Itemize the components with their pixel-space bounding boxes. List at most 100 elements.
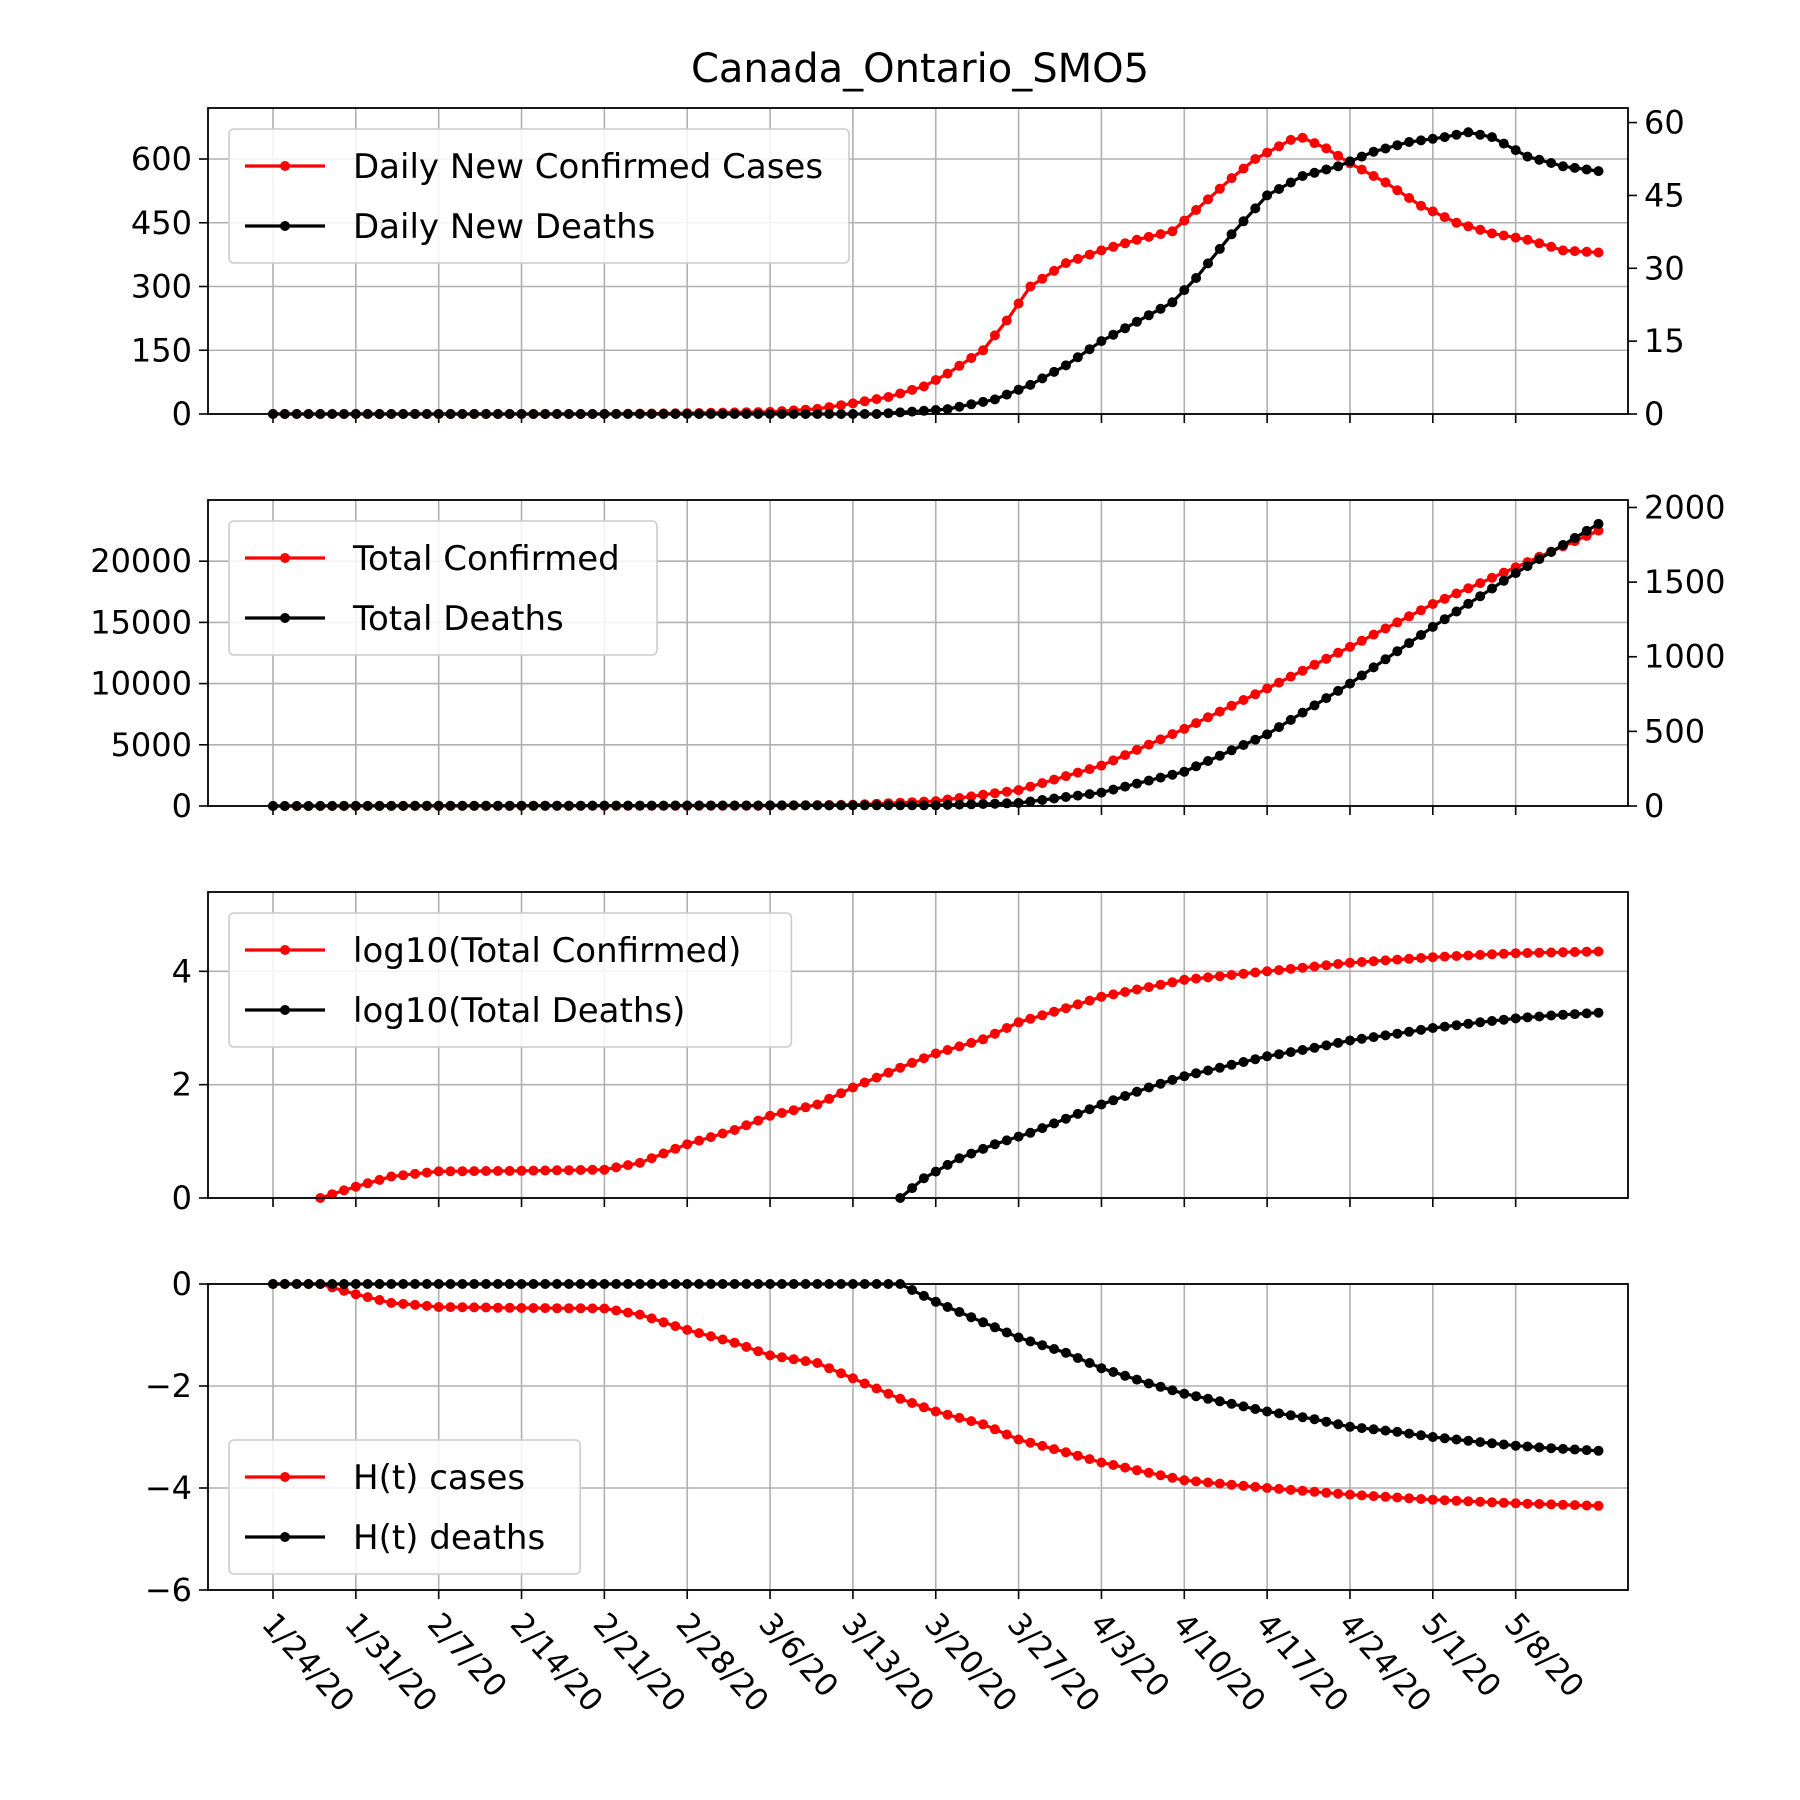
data-point — [1226, 1479, 1237, 1490]
data-point — [907, 1057, 918, 1068]
data-point — [954, 1153, 965, 1164]
data-point — [1546, 241, 1557, 252]
data-point — [1380, 177, 1391, 188]
data-point — [1463, 127, 1474, 138]
data-point — [1416, 200, 1426, 211]
axes-frame — [207, 107, 1629, 415]
data-point — [1498, 948, 1509, 959]
data-point — [339, 1185, 349, 1196]
data-point — [966, 791, 977, 802]
legend-swatch-marker — [280, 945, 290, 955]
data-point — [1179, 766, 1190, 777]
data-point — [1439, 212, 1450, 223]
data-point — [1510, 145, 1521, 156]
data-point — [989, 788, 1000, 799]
data-point — [469, 1166, 480, 1177]
data-point — [954, 360, 965, 371]
data-point — [871, 1072, 882, 1083]
data-point — [966, 1148, 977, 1159]
data-point — [1013, 298, 1024, 309]
data-point — [1131, 1465, 1142, 1476]
data-point — [1001, 389, 1012, 400]
data-point — [410, 1168, 420, 1179]
data-point — [966, 1037, 977, 1048]
data-point — [836, 1088, 847, 1099]
legend-swatch-marker — [280, 1005, 290, 1015]
data-point — [1333, 685, 1344, 696]
data-point — [1309, 961, 1320, 972]
data-point — [587, 1303, 598, 1314]
data-point — [753, 1346, 764, 1357]
data-point — [1522, 234, 1533, 245]
data-point — [492, 1302, 503, 1313]
data-point — [1463, 950, 1474, 961]
data-point — [1226, 229, 1237, 240]
data-point — [1203, 712, 1213, 723]
data-point — [1380, 955, 1391, 966]
data-point — [1475, 1437, 1486, 1448]
data-point — [1179, 1071, 1190, 1082]
data-point — [611, 1305, 622, 1316]
data-point — [1404, 137, 1415, 147]
data-point — [895, 1062, 906, 1073]
data-point — [1072, 999, 1083, 1010]
legend-box — [228, 1439, 582, 1575]
data-point — [421, 1167, 432, 1178]
data-point — [1546, 158, 1557, 168]
data-point — [1001, 1327, 1012, 1338]
data-point — [1096, 991, 1107, 1002]
data-point — [1487, 228, 1497, 239]
data-point — [907, 406, 918, 417]
data-point — [634, 1309, 645, 1320]
data-point — [1487, 1438, 1497, 1449]
data-point — [1522, 151, 1533, 162]
data-point — [1179, 215, 1190, 226]
y2-tick-label: 2000 — [1644, 488, 1725, 526]
data-point — [1581, 164, 1592, 175]
data-point — [1581, 525, 1592, 536]
data-point — [563, 1303, 574, 1314]
data-point — [1143, 739, 1154, 750]
data-point — [907, 1285, 918, 1295]
data-point — [1262, 1051, 1273, 1062]
data-point — [1498, 1014, 1509, 1025]
data-point — [989, 394, 1000, 405]
data-point — [1569, 1444, 1580, 1455]
y2-tick-label: 30 — [1644, 249, 1685, 287]
data-point — [836, 400, 847, 411]
data-point — [1037, 1123, 1048, 1134]
data-point — [1558, 161, 1568, 172]
data-point — [1167, 297, 1178, 308]
data-point — [1037, 1440, 1048, 1451]
data-point — [1463, 583, 1474, 594]
data-point — [1191, 1391, 1202, 1402]
data-point — [942, 1409, 953, 1420]
data-point — [883, 1067, 894, 1078]
data-point — [1345, 1421, 1355, 1432]
data-point — [942, 1045, 953, 1055]
data-point — [350, 1289, 361, 1300]
data-point — [1392, 140, 1403, 151]
data-point — [481, 1302, 491, 1313]
data-point — [1226, 1398, 1237, 1409]
data-point — [552, 1165, 562, 1176]
data-point — [575, 1303, 586, 1314]
data-point — [1558, 540, 1568, 550]
data-point — [1510, 948, 1521, 959]
data-point — [1049, 774, 1060, 785]
data-point — [1131, 1374, 1142, 1385]
data-point — [1416, 605, 1426, 616]
legend-swatch-marker — [280, 161, 290, 171]
data-point — [1321, 693, 1332, 704]
data-point — [433, 1302, 444, 1312]
data-point — [1167, 729, 1178, 740]
data-point — [1155, 1381, 1166, 1392]
data-point — [1274, 1483, 1284, 1494]
data-point — [611, 1162, 622, 1173]
data-point — [1108, 1095, 1119, 1106]
data-point — [930, 1166, 941, 1177]
data-point — [1143, 982, 1154, 993]
data-point — [989, 1322, 1000, 1333]
data-point — [859, 1378, 870, 1389]
data-point — [1392, 1426, 1403, 1437]
